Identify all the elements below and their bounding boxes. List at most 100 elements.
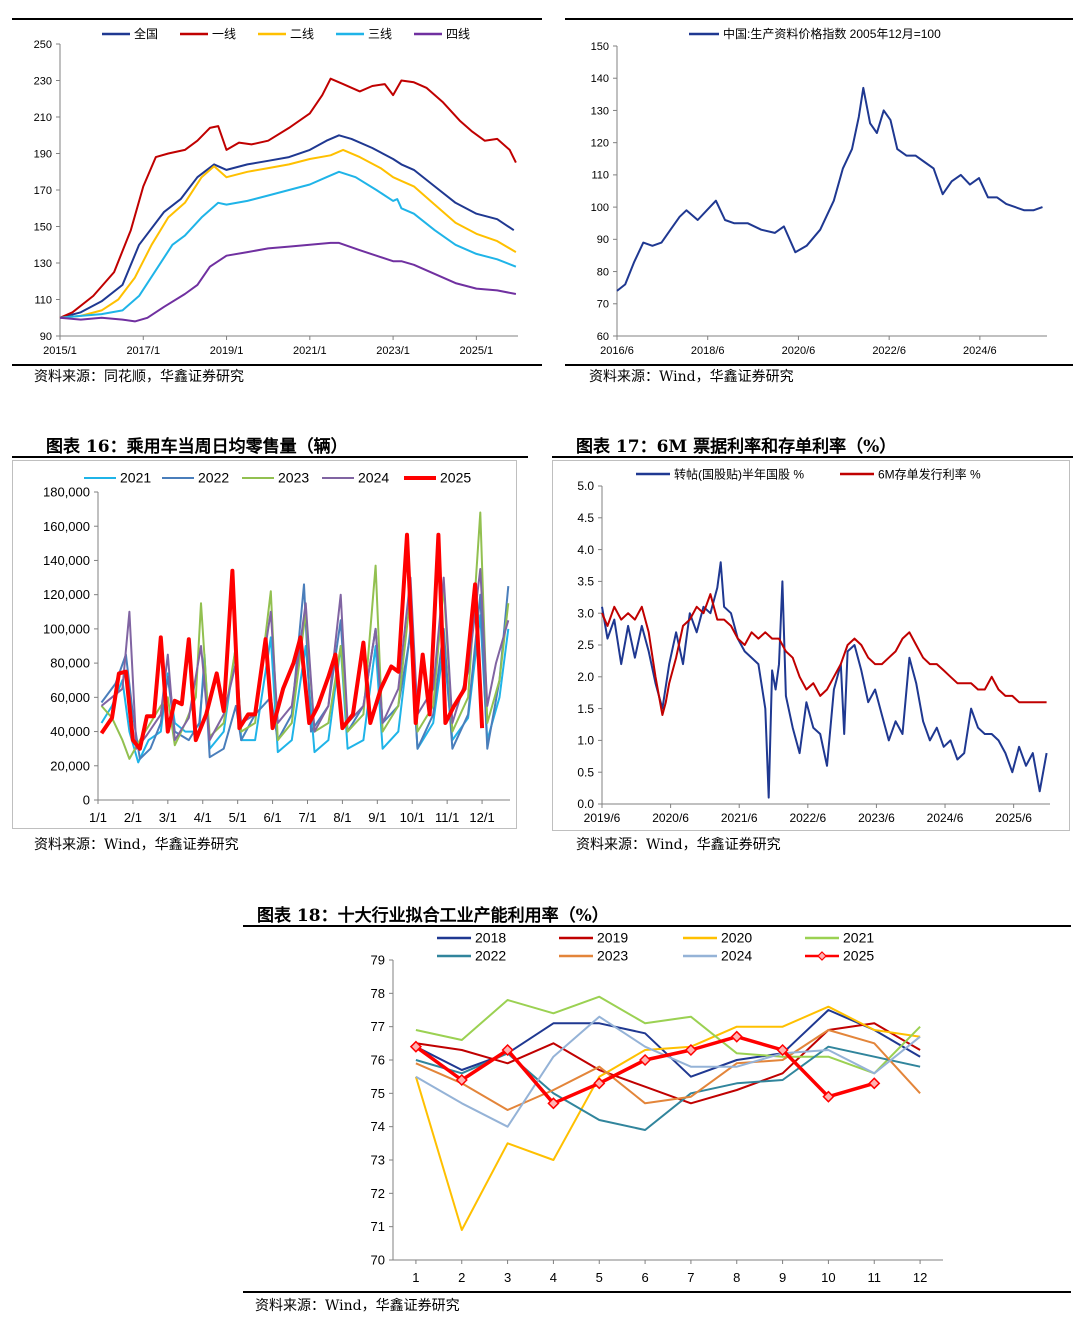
x-tick-label: 2019/6 xyxy=(584,811,621,825)
series-marker-2025 xyxy=(547,1097,560,1110)
x-tick-label: 2023/1 xyxy=(376,345,410,357)
x-tick-label: 10 xyxy=(821,1270,835,1285)
chart-3-source: 资料来源：Wind，华鑫证券研究 xyxy=(34,837,239,853)
y-tick-label: 140 xyxy=(591,73,609,85)
x-tick-label: 8 xyxy=(733,1270,740,1285)
top-rule xyxy=(12,18,542,20)
y-tick-label: 1.5 xyxy=(577,702,594,716)
legend-label: 2022 xyxy=(198,470,229,486)
series-line-全国 xyxy=(59,134,515,319)
y-tick-label: 90 xyxy=(40,331,52,343)
x-tick-label: 9 xyxy=(779,1270,786,1285)
x-tick-label: 6/1 xyxy=(264,810,282,825)
title-rule xyxy=(243,925,1071,927)
y-tick-label: 190 xyxy=(34,148,52,160)
x-tick-label: 7 xyxy=(687,1270,694,1285)
y-tick-label: 210 xyxy=(34,112,52,124)
y-tick-label: 110 xyxy=(34,294,52,306)
x-tick-label: 2020/6 xyxy=(782,345,816,357)
y-tick-label: 130 xyxy=(591,105,609,117)
legend-label: 2023 xyxy=(597,948,628,964)
y-tick-label: 70 xyxy=(597,299,609,311)
y-tick-label: 140,000 xyxy=(43,553,90,568)
x-tick-label: 9/1 xyxy=(368,810,386,825)
y-tick-label: 79 xyxy=(371,953,385,968)
x-tick-label: 1 xyxy=(412,1270,419,1285)
y-tick-label: 150 xyxy=(591,41,609,53)
legend-label: 2019 xyxy=(597,930,628,946)
y-tick-label: 0 xyxy=(83,793,90,808)
bottom-rule xyxy=(243,1291,1071,1293)
x-tick-label: 11 xyxy=(868,1270,882,1285)
x-tick-label: 2020/6 xyxy=(652,811,689,825)
legend-label: 2024 xyxy=(358,470,389,486)
series-line-2021 xyxy=(415,995,921,1075)
chart-4-panel: 图表 17：6M 票据利率和存单利率（%） 0.0 0.5 1.0 1.5 2.0 2.5… xyxy=(552,428,1073,858)
y-tick-label: 4.5 xyxy=(577,511,594,525)
y-tick-label: 180,000 xyxy=(43,485,90,500)
x-tick-label: 2023/6 xyxy=(858,811,895,825)
y-tick-label: 4.0 xyxy=(577,543,594,557)
legend-label: 中国:生产资料价格指数 2005年12月=100 xyxy=(723,26,941,41)
y-tick-label: 76 xyxy=(371,1053,385,1068)
y-tick-label: 0.5 xyxy=(577,765,594,779)
series-line-四线 xyxy=(59,241,517,323)
x-tick-label: 5/1 xyxy=(229,810,247,825)
chart-2-panel: 60 70 80 90 100 110 120 130 140 150 2016/6 2018/6 20… xyxy=(565,0,1073,395)
y-tick-label: 2.0 xyxy=(577,670,594,684)
series-marker-2025 xyxy=(639,1053,652,1067)
bottom-rule xyxy=(12,364,542,366)
y-tick-label: 20,000 xyxy=(50,758,90,773)
y-tick-label: 3.0 xyxy=(577,606,594,620)
y-tick-label: 77 xyxy=(371,1019,385,1034)
plot-frame xyxy=(12,460,517,829)
series-line-2020 xyxy=(414,1005,921,1231)
x-tick-label: 2 xyxy=(458,1270,465,1285)
legend-label: 6M存单发行利率 % xyxy=(878,466,981,481)
series-line-2022 xyxy=(100,583,510,760)
bottom-rule xyxy=(565,364,1073,366)
legend-label: 四线 xyxy=(446,27,470,41)
top-rule xyxy=(565,18,1073,20)
legend-label: 2018 xyxy=(475,930,506,946)
chart-5-source: 资料来源：Wind，华鑫证券研究 xyxy=(255,1298,460,1314)
series-marker-2025 xyxy=(593,1077,606,1090)
y-tick-label: 0.0 xyxy=(577,797,594,811)
x-tick-label: 2025/6 xyxy=(995,811,1032,825)
legend-label: 转帖(国股贴)半年国股 % xyxy=(674,466,804,481)
x-tick-label: 2022/6 xyxy=(789,811,826,825)
y-tick-label: 5.0 xyxy=(577,479,594,493)
x-tick-label: 2015/1 xyxy=(43,345,77,357)
series-line-二线 xyxy=(59,148,517,319)
series-marker-2025 xyxy=(684,1043,697,1057)
series-line-中国:生产资料价格指数 2005年12月=100 xyxy=(616,86,1043,292)
y-tick-label: 60,000 xyxy=(50,690,90,705)
x-tick-label: 2021/1 xyxy=(293,345,327,357)
x-tick-label: 2018/6 xyxy=(691,345,725,357)
series-line-转帖(国股贴)半年国股 % xyxy=(601,561,1048,799)
series-line-一线 xyxy=(59,77,517,319)
x-tick-label: 2024/6 xyxy=(927,811,964,825)
chart-3-svg: 0 20,000 40,000 60,000 80,000 100,000 120,000 1… xyxy=(12,460,517,829)
x-tick-label: 2019/1 xyxy=(210,345,244,357)
chart-4-svg: 0.0 0.5 1.0 1.5 2.0 2.5 3.0 3.5 4.0 4.5 5.0 2019/6 2… xyxy=(552,460,1070,831)
legend-label: 2020 xyxy=(721,930,752,946)
x-tick-label: 2024/6 xyxy=(963,345,997,357)
y-tick-label: 90 xyxy=(597,234,609,246)
x-tick-label: 7/1 xyxy=(298,810,316,825)
x-tick-label: 6 xyxy=(641,1270,648,1285)
legend-label: 2021 xyxy=(120,470,151,486)
y-tick-label: 40,000 xyxy=(50,724,90,739)
y-tick-label: 100,000 xyxy=(43,621,90,636)
y-tick-label: 60 xyxy=(597,331,609,343)
y-tick-label: 1.0 xyxy=(577,734,594,748)
y-tick-label: 3.5 xyxy=(577,575,594,589)
x-tick-label: 3 xyxy=(504,1270,511,1285)
x-tick-label: 10/1 xyxy=(400,810,425,825)
series-marker-2025 xyxy=(822,1090,835,1103)
y-tick-label: 2.5 xyxy=(577,638,594,652)
legend-label: 2024 xyxy=(721,948,752,964)
x-tick-label: 2017/1 xyxy=(126,345,160,357)
legend-label: 二线 xyxy=(290,27,314,41)
